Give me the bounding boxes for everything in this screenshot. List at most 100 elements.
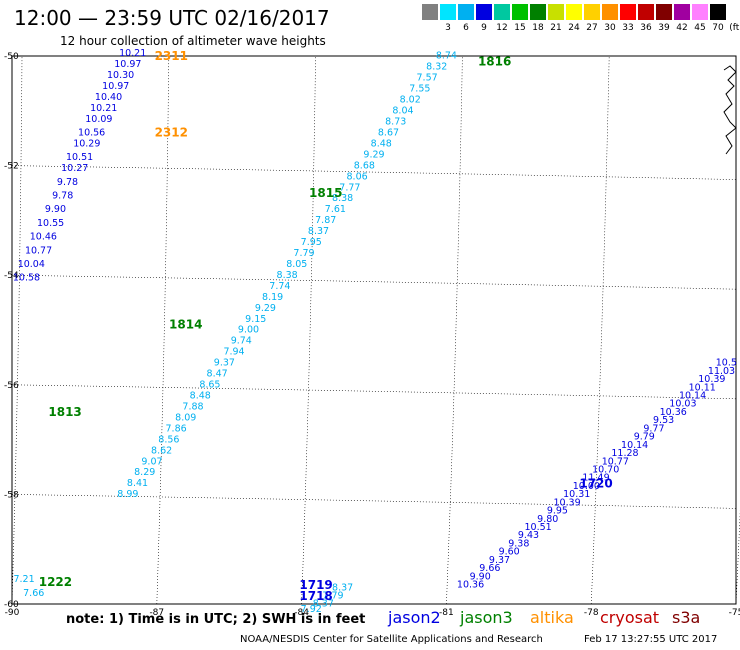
coastline bbox=[723, 65, 737, 155]
wave-height-value: 8.99 bbox=[117, 489, 138, 500]
meridian-line bbox=[590, 55, 610, 605]
lon-tick-label: -87 bbox=[149, 608, 164, 618]
lon-tick-label: -81 bbox=[439, 608, 454, 618]
wave-height-value: 7.79 bbox=[293, 248, 314, 259]
meridian-line bbox=[11, 55, 23, 605]
wave-height-value: 8.37 bbox=[332, 582, 353, 593]
wave-height-value: 8.68 bbox=[354, 160, 375, 171]
lat-tick-label: -56 bbox=[4, 381, 19, 391]
footer-note: note: 1) Time is in UTC; 2) SWH is in fe… bbox=[66, 612, 366, 627]
wave-height-value: 7.21 bbox=[13, 574, 34, 585]
map-frame bbox=[11, 55, 737, 605]
wave-height-value: 10.21 bbox=[119, 48, 146, 59]
scale-swatch bbox=[494, 4, 510, 20]
scale-swatch bbox=[440, 4, 456, 20]
wave-height-value: 7.95 bbox=[301, 237, 322, 248]
wave-height-value: 8.37 bbox=[313, 599, 334, 610]
meridian-line bbox=[735, 509, 740, 605]
wave-height-value: 9.37 bbox=[489, 555, 510, 566]
scale-swatch bbox=[548, 4, 564, 20]
map-footer: note: 1) Time is in UTC; 2) SWH is in fe… bbox=[0, 608, 740, 650]
wave-height-value: 10.14 bbox=[621, 440, 648, 451]
wave-height-value: 10.29 bbox=[73, 138, 100, 149]
wave-height-value: 10.55 bbox=[37, 218, 64, 229]
scale-tick-label: 12 bbox=[496, 23, 508, 33]
scale-swatch bbox=[422, 4, 438, 20]
wave-height-value: 10.70 bbox=[592, 464, 619, 475]
wave-height-value: 9.95 bbox=[547, 506, 568, 517]
scale-tick-label: 21 bbox=[550, 23, 562, 33]
wave-height-value: 11.28 bbox=[611, 448, 638, 459]
scale-swatch bbox=[674, 4, 690, 20]
wave-height-value: 8.62 bbox=[151, 445, 172, 456]
scale-swatch bbox=[530, 4, 546, 20]
wave-height-value: 9.29 bbox=[255, 303, 276, 314]
scale-tick-label: 18 bbox=[532, 23, 544, 33]
pass-label: 1816 bbox=[478, 54, 511, 68]
wave-height-value: 8.38 bbox=[277, 270, 298, 281]
meridian-line bbox=[446, 55, 463, 605]
wave-height-value: 7.88 bbox=[182, 401, 203, 412]
wave-height-value: 8.06 bbox=[347, 171, 368, 182]
wave-height-value: 8.67 bbox=[378, 127, 399, 138]
satellite-jason3: jason3 bbox=[460, 608, 513, 627]
wave-height-value: 8.74 bbox=[436, 51, 457, 62]
wave-height-value: 9.07 bbox=[141, 456, 162, 467]
wave-height-value: 9.37 bbox=[214, 358, 235, 369]
wave-height-value: 9.90 bbox=[45, 204, 66, 215]
wave-height-value: 8.19 bbox=[262, 292, 283, 303]
lat-tick-label: -52 bbox=[4, 162, 19, 172]
wave-height-value: 10.97 bbox=[114, 59, 141, 70]
scale-tick-label: 39 bbox=[658, 23, 670, 33]
wave-height-value: 7.55 bbox=[409, 84, 430, 95]
wave-height-value: 7.87 bbox=[315, 215, 336, 226]
wave-height-value: 8.05 bbox=[286, 259, 307, 270]
pass-label: 1222 bbox=[39, 575, 72, 589]
wave-height-value: 10.51 bbox=[66, 152, 93, 163]
map-subtitle: 12 hour collection of altimeter wave hei… bbox=[60, 34, 326, 48]
scale-tick-label: 27 bbox=[586, 23, 598, 33]
pass-label: 1814 bbox=[169, 318, 202, 332]
lon-tick-label: -78 bbox=[584, 608, 599, 618]
pass-label: 2312 bbox=[155, 126, 188, 140]
satellite-altika: altika bbox=[530, 608, 574, 627]
wave-height-value: 10.39 bbox=[553, 497, 580, 508]
scale-swatch bbox=[638, 4, 654, 20]
lat-tick-label: -58 bbox=[4, 490, 19, 500]
wave-height-value: 8.48 bbox=[371, 138, 392, 149]
scale-swatch bbox=[584, 4, 600, 20]
wave-height-value: 9.78 bbox=[52, 190, 73, 201]
wave-height-value: 10.11 bbox=[689, 382, 716, 393]
parallel-line bbox=[11, 494, 737, 509]
pass-label: 1815 bbox=[309, 186, 342, 200]
wave-height-value: 10.36 bbox=[660, 407, 687, 418]
wave-height-value: 10.04 bbox=[18, 259, 45, 270]
wave-height-value: 10.5 bbox=[716, 358, 737, 369]
scale-tick-label: 9 bbox=[481, 23, 487, 33]
wave-height-value: 7.77 bbox=[339, 182, 360, 193]
wave-height-value: 7.94 bbox=[223, 347, 244, 358]
lat-tick-label: -60 bbox=[4, 600, 19, 610]
scale-swatch bbox=[566, 4, 582, 20]
wave-height-value: 10.14 bbox=[679, 391, 706, 402]
credit-line: NOAA/NESDIS Center for Satellite Applica… bbox=[240, 634, 543, 645]
wave-height-value: 10.56 bbox=[78, 127, 105, 138]
wave-height-value: 8.73 bbox=[385, 117, 406, 128]
wave-height-value: 8.38 bbox=[332, 193, 353, 204]
pass-label: 1718 bbox=[299, 589, 332, 603]
wave-height-value: 8.09 bbox=[175, 412, 196, 423]
wave-height-value: 9.60 bbox=[499, 547, 520, 558]
lat-tick-label: -50 bbox=[4, 52, 19, 62]
scale-tick-label: 3 bbox=[445, 23, 451, 33]
scale-swatch bbox=[692, 4, 708, 20]
wave-height-value: 10.30 bbox=[107, 70, 134, 81]
scale-tick-label: 30 bbox=[604, 23, 616, 33]
wave-height-value: 9.79 bbox=[634, 432, 655, 443]
wave-height-value: 10.27 bbox=[61, 163, 88, 174]
wave-height-value: 10.39 bbox=[698, 374, 725, 385]
wave-height-value: 11.03 bbox=[708, 366, 735, 377]
scale-tick-label: 15 bbox=[514, 23, 526, 33]
wave-height-value: 9.00 bbox=[238, 325, 259, 336]
wave-height-value: 10.77 bbox=[25, 245, 52, 256]
generated-timestamp: Feb 17 13:27:55 UTC 2017 bbox=[584, 634, 718, 645]
